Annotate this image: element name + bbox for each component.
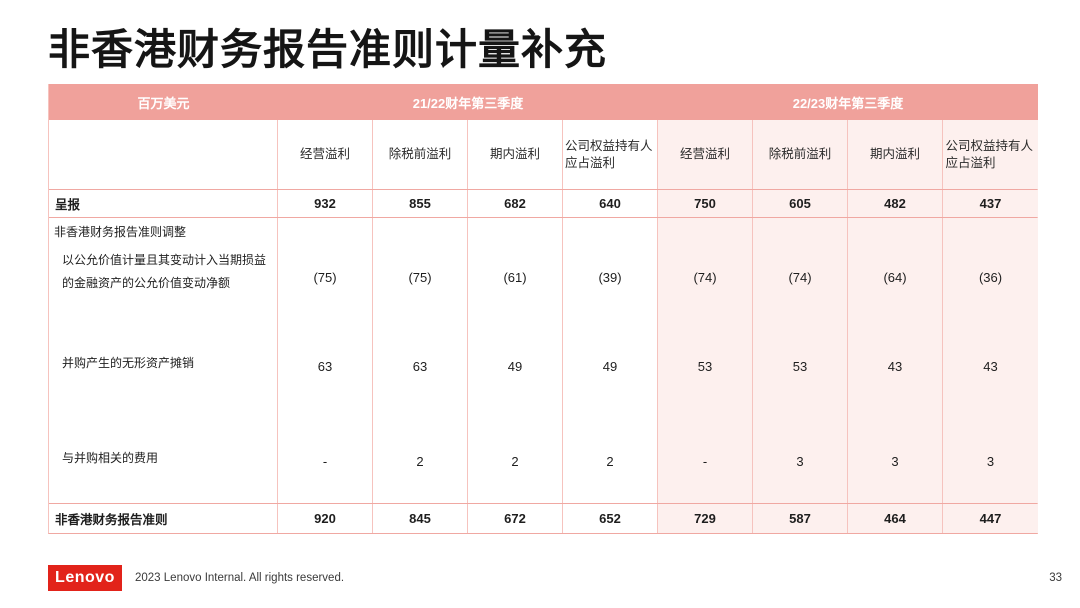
column-header-operating-profit-2223: 经营溢利 (658, 120, 753, 189)
column-header-period-profit-2122: 期内溢利 (468, 120, 563, 189)
adjustment-value: 63 (412, 359, 428, 374)
adjustment-value: 3 (986, 454, 995, 469)
adjustment-value: 53 (697, 359, 713, 374)
adjustment-value: (75) (313, 270, 337, 285)
adjustment-value: 53 (792, 359, 808, 374)
page-title: 非香港财务报告准则计量补充 (48, 26, 608, 73)
adjustment-values-col8: (36) 43 3 (943, 218, 1038, 503)
adjustment-value: - (702, 454, 708, 469)
total-value: 845 (373, 504, 468, 533)
reported-row: 呈报 932 855 682 640 750 605 482 437 (49, 190, 1038, 218)
column-header-pretax-profit-2223: 除税前溢利 (753, 120, 848, 189)
adjustment-values-col6: (74) 53 3 (753, 218, 848, 503)
reported-value: 482 (848, 190, 943, 217)
column-header-row: 经营溢利 除税前溢利 期内溢利 公司权益持有人应占溢利 经营溢利 除税前溢利 期… (49, 120, 1038, 190)
total-value: 464 (848, 504, 943, 533)
adjustment-values-col3: (61) 49 2 (468, 218, 563, 503)
adjustment-value: 3 (796, 454, 804, 469)
column-header-empty (49, 120, 278, 189)
copyright-text: 2023 Lenovo Internal. All rights reserve… (135, 572, 345, 584)
adjustment-value: 2 (416, 454, 424, 469)
reported-value: 932 (278, 190, 373, 217)
adjustment-value: (61) (503, 270, 527, 285)
reported-value: 437 (943, 190, 1038, 217)
column-header-equity-holders-2122: 公司权益持有人应占溢利 (563, 120, 658, 189)
total-label: 非香港财务报告准则 (49, 504, 278, 533)
adjustment-label-mna-charges: 与并购相关的费用 (62, 451, 159, 465)
adjustment-values-col5: (74) 53 - (658, 218, 753, 503)
adjustment-value: (75) (408, 270, 432, 285)
adjustment-value: (36) (978, 270, 1003, 285)
adjustment-values-col2: (75) 63 2 (373, 218, 468, 503)
financial-table: 百万美元 21/22财年第三季度 22/23财年第三季度 经营溢利 除税前溢利 … (48, 84, 1038, 534)
adjustment-label-amortization: 并购产生的无形资产摊销 (62, 356, 195, 370)
adjustment-values-col7: (64) 43 3 (848, 218, 943, 503)
adjustment-value: 49 (602, 359, 618, 374)
total-value: 447 (943, 504, 1038, 533)
reported-value: 605 (753, 190, 848, 217)
adjustment-value: 2 (606, 454, 614, 469)
reported-value: 682 (468, 190, 563, 217)
column-header-equity-holders-2223: 公司权益持有人应占溢利 (943, 120, 1038, 189)
unit-label: 百万美元 (49, 84, 278, 120)
adjustment-value: (64) (883, 270, 907, 285)
reported-label: 呈报 (49, 190, 278, 217)
footer: Lenovo 2023 Lenovo Internal. All rights … (48, 564, 1062, 592)
column-header-operating-profit-2122: 经营溢利 (278, 120, 373, 189)
adjustment-value: (39) (598, 270, 622, 285)
column-header-pretax-profit-2122: 除税前溢利 (373, 120, 468, 189)
adjustment-value: (74) (788, 270, 812, 285)
column-header-period-profit-2223: 期内溢利 (848, 120, 943, 189)
adjustments-label-cell: 非香港财务报告准则调整 以公允价值计量且其变动计入当期损益的金融资产的公允价值变… (49, 218, 278, 503)
reported-value: 640 (563, 190, 658, 217)
adjustment-value: 43 (887, 359, 903, 374)
period-header-fy2223: 22/23财年第三季度 (658, 84, 1038, 120)
adjustments-section: 非香港财务报告准则调整 以公允价值计量且其变动计入当期损益的金融资产的公允价值变… (49, 218, 1038, 503)
adjustment-value: 49 (507, 359, 523, 374)
adjustment-label-fair-value: 以公允价值计量且其变动计入当期损益的金融资产的公允价值变动净额 (62, 253, 267, 290)
total-value: 587 (753, 504, 848, 533)
lenovo-logo: Lenovo (48, 565, 122, 591)
total-value: 672 (468, 504, 563, 533)
adjustment-values-col1: (75) 63 - (278, 218, 373, 503)
page-number: 33 (1049, 572, 1062, 584)
adjustment-value: 2 (511, 454, 519, 469)
adjustment-values-col4: (39) 49 2 (563, 218, 658, 503)
period-header-row: 百万美元 21/22财年第三季度 22/23财年第三季度 (49, 84, 1038, 120)
total-row: 非香港财务报告准则 920 845 672 652 729 587 464 44… (49, 503, 1038, 533)
total-value: 729 (658, 504, 753, 533)
period-header-fy2122: 21/22财年第三季度 (278, 84, 658, 120)
adjustment-value: - (322, 454, 328, 469)
adjustment-value: 43 (983, 359, 998, 374)
adjustment-value: 63 (317, 359, 333, 374)
adjustment-value: (74) (693, 270, 717, 285)
total-value: 652 (563, 504, 658, 533)
adjustments-heading: 非香港财务报告准则调整 (54, 225, 187, 239)
total-value: 920 (278, 504, 373, 533)
reported-value: 855 (373, 190, 468, 217)
reported-value: 750 (658, 190, 753, 217)
adjustment-value: 3 (891, 454, 899, 469)
